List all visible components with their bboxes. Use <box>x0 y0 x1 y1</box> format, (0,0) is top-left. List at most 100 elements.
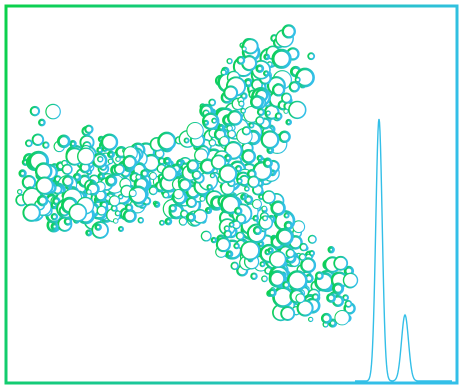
bubble <box>286 270 308 291</box>
upper-right-arm <box>161 24 316 227</box>
bubble <box>308 250 316 257</box>
bubble <box>240 107 247 114</box>
lower-right-arm <box>177 153 359 328</box>
bubble <box>112 218 119 224</box>
bubble <box>342 294 350 302</box>
bubble <box>161 165 178 182</box>
bubble <box>215 237 231 253</box>
bubble <box>234 165 243 173</box>
bubble <box>38 118 46 127</box>
bubble <box>281 24 296 39</box>
bubble <box>240 193 248 201</box>
bubble <box>24 139 33 148</box>
bubble <box>278 130 291 144</box>
bubble <box>234 206 243 216</box>
bubble <box>202 119 210 126</box>
bubble <box>100 133 119 151</box>
bubble <box>50 222 59 231</box>
chromatogram-trace <box>355 118 452 382</box>
bubble <box>162 191 170 199</box>
bubble <box>308 316 314 323</box>
bubble <box>332 282 345 295</box>
bubble <box>256 154 264 162</box>
bubble <box>113 163 126 175</box>
bubble <box>85 229 93 237</box>
bubble <box>328 318 338 328</box>
bubble <box>217 123 225 132</box>
bubble <box>242 38 259 55</box>
bubble <box>262 158 273 169</box>
bubble <box>255 64 265 73</box>
bubble <box>262 215 269 222</box>
bubble <box>226 57 233 65</box>
bubble <box>218 164 238 184</box>
bubble <box>45 103 61 120</box>
bubble <box>236 177 243 185</box>
bubble <box>61 163 73 175</box>
bubble <box>84 124 94 135</box>
bubble <box>220 194 241 215</box>
bubble <box>97 155 104 163</box>
bubble <box>208 139 217 147</box>
bubble <box>135 173 142 181</box>
bubble <box>163 156 172 166</box>
bubble <box>128 189 137 198</box>
bubble <box>185 196 198 209</box>
bubble <box>22 203 41 222</box>
bubble <box>117 193 124 200</box>
bubble <box>228 221 235 228</box>
bubble <box>261 205 268 212</box>
bubble <box>17 188 23 195</box>
bubble <box>206 183 213 191</box>
bubble <box>223 225 231 232</box>
bubble <box>209 172 216 179</box>
bubble <box>200 230 212 242</box>
bubble <box>260 130 280 150</box>
bubble <box>117 225 125 233</box>
bubble <box>259 261 266 268</box>
bubble <box>344 300 353 308</box>
bubble <box>333 255 349 271</box>
gradient-frame <box>4 4 459 385</box>
bubble <box>320 312 332 324</box>
bubble <box>267 288 277 298</box>
bubble <box>223 153 233 163</box>
bubble <box>271 83 286 97</box>
bubble <box>298 253 307 261</box>
bubble <box>285 248 296 259</box>
bubble <box>210 154 227 170</box>
left-arm-lower <box>15 174 137 239</box>
bubble <box>110 204 118 212</box>
bubble <box>261 190 276 204</box>
bubble <box>122 154 137 170</box>
bubble <box>199 195 206 202</box>
bubble <box>233 242 240 250</box>
bubble <box>267 247 274 254</box>
bubble <box>164 217 173 226</box>
bubble <box>252 214 260 222</box>
bubble <box>56 134 71 149</box>
bubble <box>173 188 184 200</box>
bubble <box>140 169 150 178</box>
bubble <box>77 147 95 166</box>
bubble <box>62 175 74 188</box>
bubble <box>307 234 317 244</box>
bubble <box>263 70 270 77</box>
bubble <box>326 292 337 303</box>
bubble <box>299 242 308 252</box>
bubble <box>244 185 250 192</box>
bubble <box>31 133 45 146</box>
antibody-bubble-cluster <box>15 24 359 328</box>
bubble <box>168 203 178 213</box>
bubble <box>235 231 245 241</box>
bubble <box>86 189 92 195</box>
bubble <box>108 195 121 207</box>
bubble <box>50 212 59 221</box>
bubble <box>223 229 233 239</box>
bubble <box>241 126 252 136</box>
bubble <box>283 220 294 231</box>
bubble <box>114 210 121 217</box>
bubble <box>183 137 190 144</box>
bubble <box>240 240 261 261</box>
bubble <box>122 208 137 223</box>
